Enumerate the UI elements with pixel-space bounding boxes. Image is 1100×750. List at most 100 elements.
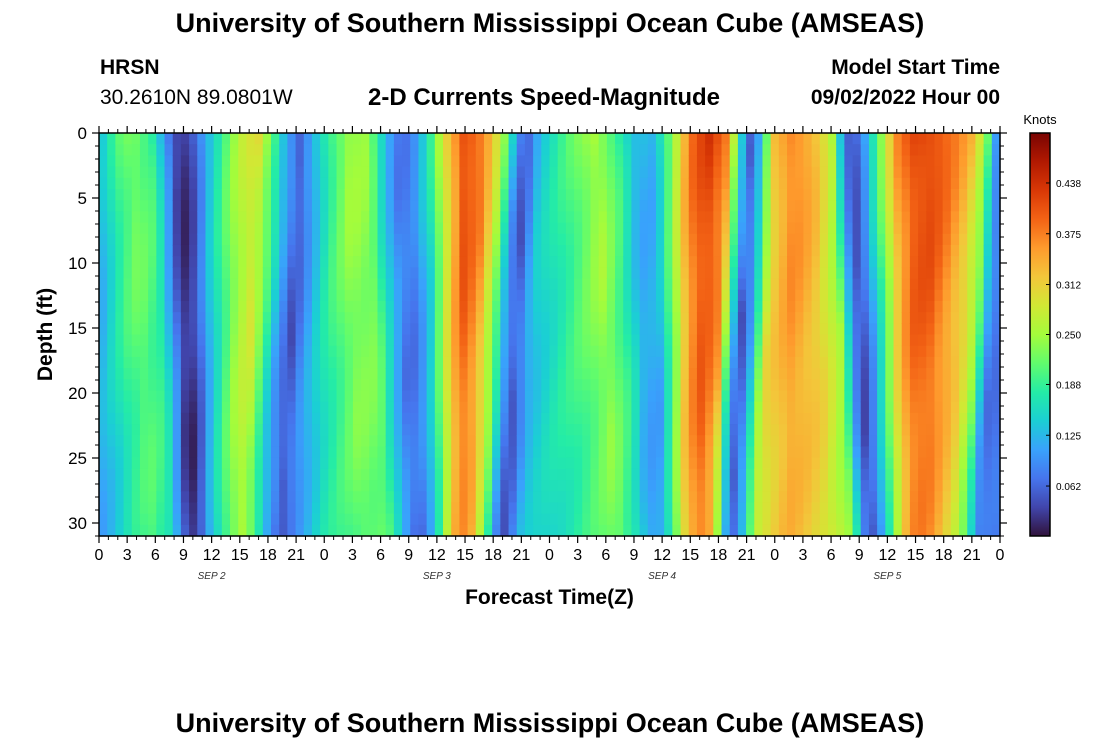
heatmap-cell [377, 155, 387, 168]
heatmap-cell [713, 256, 723, 268]
heatmap-cell [352, 300, 362, 313]
heatmap-cell [860, 244, 870, 257]
heatmap-cell [688, 379, 698, 392]
heatmap-cell [852, 502, 862, 515]
heatmap-cell [565, 480, 575, 492]
heatmap-cell [533, 200, 542, 212]
heatmap-cell [344, 233, 354, 246]
heatmap-cell [344, 323, 354, 336]
heatmap-cell [172, 312, 182, 324]
heatmap-cell [516, 345, 526, 358]
heatmap-cell [451, 312, 460, 324]
heatmap-cell [836, 401, 845, 414]
heatmap-cell [950, 356, 960, 369]
heatmap-cell [541, 334, 551, 347]
heatmap-cell [942, 312, 952, 324]
heatmap-cell [369, 491, 379, 504]
heatmap-cell [688, 144, 698, 156]
heatmap-cell [426, 289, 436, 302]
heatmap-cell [942, 390, 952, 403]
heatmap-cell [230, 524, 239, 537]
heatmap-cell [205, 312, 215, 324]
heatmap-cell [803, 524, 813, 537]
heatmap-cell [827, 356, 837, 369]
heatmap-cell [803, 390, 813, 403]
heatmap-cell [393, 312, 403, 324]
heatmap-cell [860, 379, 870, 392]
heatmap-cell [598, 323, 608, 336]
heatmap-cell [827, 468, 837, 481]
heatmap-cell [311, 133, 321, 145]
heatmap-cell [180, 312, 190, 324]
heatmap-cell [500, 300, 510, 313]
heatmap-cell [393, 177, 403, 190]
heatmap-cell [410, 133, 420, 145]
heatmap-cell [590, 334, 600, 347]
heatmap-cell [950, 289, 960, 302]
heatmap-cell [868, 312, 878, 324]
heatmap-cell [885, 300, 895, 313]
heatmap-cell [549, 468, 559, 481]
heatmap-cell [549, 188, 559, 201]
heatmap-cell [418, 267, 428, 280]
heatmap-cell [500, 278, 510, 291]
heatmap-cell [721, 233, 731, 246]
heatmap-cell [557, 513, 567, 526]
heatmap-cell [868, 166, 878, 179]
heatmap-cell [746, 222, 755, 235]
heatmap-cell [631, 524, 641, 537]
heatmap-cell [868, 368, 878, 380]
heatmap-cell [696, 256, 706, 268]
heatmap-cell [230, 424, 239, 436]
heatmap-cell [975, 211, 985, 224]
heatmap-cell [271, 177, 280, 190]
heatmap-cell [238, 334, 248, 347]
heatmap-cell [934, 177, 944, 190]
heatmap-cell [778, 233, 788, 246]
heatmap-cell [598, 412, 608, 425]
heatmap-cell [746, 244, 755, 257]
heatmap-cell [565, 491, 575, 504]
heatmap-cell [803, 480, 813, 492]
heatmap-cell [713, 390, 723, 403]
y-tick-label: 10 [68, 254, 87, 273]
heatmap-cell [877, 323, 886, 336]
heatmap-cell [647, 244, 657, 257]
heatmap-cell [770, 513, 780, 526]
heatmap-cell [99, 155, 108, 168]
heatmap-cell [975, 188, 985, 201]
heatmap-cell [107, 278, 116, 291]
colorbar-tick-label: 0.250 [1056, 331, 1081, 342]
heatmap-cell [664, 300, 673, 313]
heatmap-cell [246, 233, 256, 246]
heatmap-cell [770, 233, 780, 246]
heatmap-cell [205, 233, 215, 246]
heatmap-cell [434, 312, 444, 324]
heatmap-cell [336, 188, 346, 201]
heatmap-cell [533, 312, 542, 324]
heatmap-cell [271, 323, 280, 336]
heatmap-cell [295, 267, 305, 280]
heatmap-cell [811, 300, 821, 313]
heatmap-cell [770, 345, 780, 358]
heatmap-cell [967, 502, 977, 515]
heatmap-cell [107, 233, 116, 246]
x-tick-label: 0 [996, 547, 1005, 564]
heatmap-cell [418, 480, 428, 492]
heatmap-cell [402, 267, 411, 280]
heatmap-cell [582, 424, 592, 436]
heatmap-cell [844, 412, 854, 425]
heatmap-cell [574, 233, 583, 246]
heatmap-cell [336, 256, 346, 268]
heatmap-cell [672, 502, 682, 515]
heatmap-cell [606, 267, 616, 280]
heatmap-cell [434, 300, 444, 313]
heatmap-cell [361, 513, 370, 526]
heatmap-cell [590, 244, 600, 257]
heatmap-cell [983, 401, 993, 414]
heatmap-cell [426, 312, 436, 324]
heatmap-cell [189, 513, 198, 526]
heatmap-cell [328, 222, 338, 235]
heatmap-cell [344, 457, 354, 470]
heatmap-cell [172, 155, 182, 168]
